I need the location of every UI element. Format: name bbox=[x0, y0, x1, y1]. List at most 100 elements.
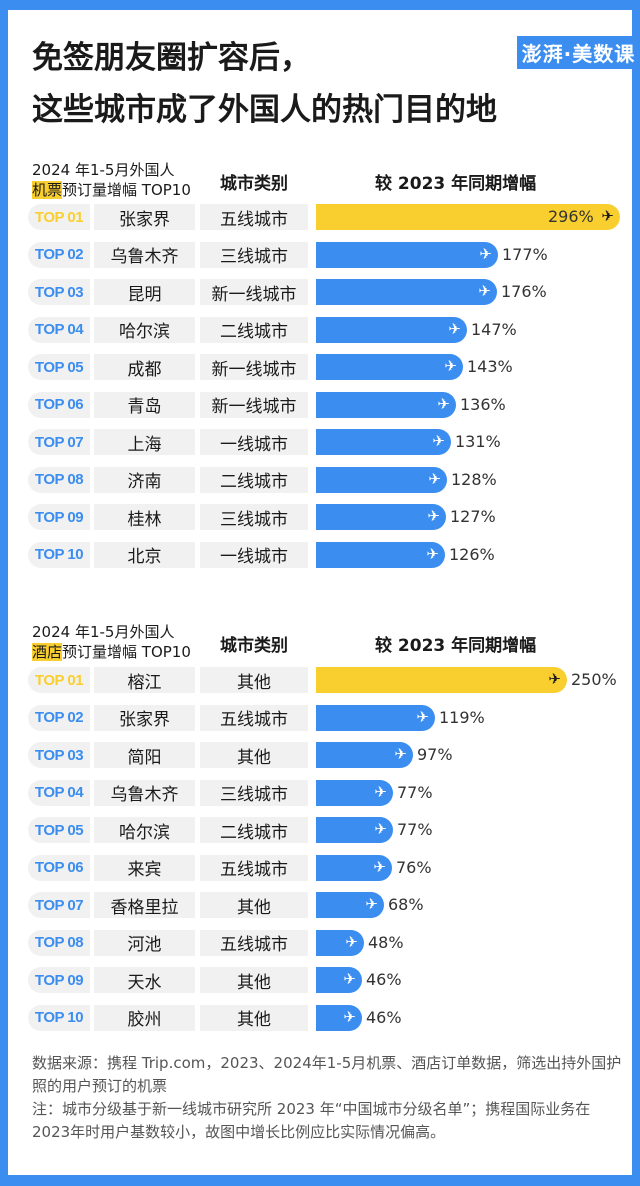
city-tier: 一线城市 bbox=[200, 429, 308, 455]
section-title: 2024 年1-5月外国人 酒店预订量增幅 TOP10 bbox=[32, 622, 191, 662]
airplane-icon: ✈ bbox=[437, 394, 450, 413]
value-label: 46% bbox=[366, 1007, 402, 1027]
city-name: 河池 bbox=[94, 929, 195, 956]
value-label: 48% bbox=[368, 932, 404, 952]
city-name: 成都 bbox=[94, 354, 195, 380]
city-tier: 五线城市 bbox=[200, 704, 308, 731]
city-name: 乌鲁木齐 bbox=[94, 241, 195, 268]
section-title-highlight: 机票 bbox=[32, 181, 63, 199]
value-label: 76% bbox=[396, 857, 432, 877]
city-name: 济南 bbox=[94, 466, 195, 493]
rank-label: TOP 07 bbox=[28, 429, 90, 455]
city-tier: 其他 bbox=[200, 967, 308, 993]
bar: ✈ bbox=[316, 1004, 362, 1031]
value-label: 77% bbox=[397, 820, 433, 839]
rank-label: TOP 01 bbox=[28, 667, 90, 693]
section-title-line1: 2024 年1-5月外国人 bbox=[32, 623, 175, 641]
table-row: TOP 09 天水 其他 ✈ 46% bbox=[28, 967, 628, 993]
airplane-icon: ✈ bbox=[374, 820, 387, 838]
city-name: 北京 bbox=[94, 541, 195, 568]
data-source: 数据来源：携程 Trip.com，2023、2024年1-5月机票、酒店订单数据… bbox=[32, 1054, 622, 1095]
bar: ✈ bbox=[316, 391, 456, 418]
logo: 澎湃·美数课 bbox=[517, 36, 640, 69]
value-label: 77% bbox=[397, 782, 433, 802]
table-row: TOP 03 简阳 其他 ✈ 97% bbox=[28, 742, 628, 768]
airplane-icon: ✈ bbox=[373, 857, 386, 876]
rank-label: TOP 03 bbox=[28, 279, 90, 305]
column-header-growth: 较 2023 年同期增幅 bbox=[375, 174, 537, 194]
table-row: TOP 05 成都 新一线城市 ✈ 143% bbox=[28, 354, 628, 380]
table-row: TOP 02 乌鲁木齐 三线城市 ✈ 177% bbox=[28, 241, 628, 268]
column-header-growth: 较 2023 年同期增幅 bbox=[375, 636, 537, 656]
city-name: 天水 bbox=[94, 967, 195, 993]
city-name: 青岛 bbox=[94, 391, 195, 418]
value-label: 119% bbox=[439, 707, 485, 727]
airplane-icon: ✈ bbox=[416, 707, 429, 726]
rank-label: TOP 04 bbox=[28, 316, 90, 343]
value-label: 177% bbox=[502, 244, 548, 264]
section-title: 2024 年1-5月外国人 机票预订量增幅 TOP10 bbox=[32, 160, 191, 200]
city-tier: 新一线城市 bbox=[200, 391, 308, 418]
table-row: TOP 10 胶州 其他 ✈ 46% bbox=[28, 1004, 628, 1031]
city-name: 乌鲁木齐 bbox=[94, 779, 195, 806]
bar: ✈ bbox=[316, 204, 620, 230]
section-title-highlight: 酒店 bbox=[32, 643, 63, 661]
airplane-icon: ✈ bbox=[548, 670, 561, 688]
city-name: 上海 bbox=[94, 429, 195, 455]
bar: ✈ bbox=[316, 854, 392, 881]
table-row: TOP 02 张家界 五线城市 ✈ 119% bbox=[28, 704, 628, 731]
table-row: TOP 03 昆明 新一线城市 ✈ 176% bbox=[28, 279, 628, 305]
airplane-icon: ✈ bbox=[478, 282, 491, 300]
rank-label: TOP 05 bbox=[28, 817, 90, 843]
city-tier: 其他 bbox=[200, 742, 308, 768]
city-name: 香格里拉 bbox=[94, 892, 195, 918]
section-title-line1: 2024 年1-5月外国人 bbox=[32, 161, 175, 179]
airplane-icon: ✈ bbox=[374, 782, 387, 801]
table-row: TOP 09 桂林 三线城市 ✈ 127% bbox=[28, 504, 628, 530]
rank-label: TOP 08 bbox=[28, 929, 90, 956]
bar: ✈ bbox=[316, 667, 567, 693]
city-tier: 其他 bbox=[200, 892, 308, 918]
airplane-icon: ✈ bbox=[444, 357, 457, 375]
rank-label: TOP 09 bbox=[28, 504, 90, 530]
rank-label: TOP 06 bbox=[28, 391, 90, 418]
city-name: 桂林 bbox=[94, 504, 195, 530]
rank-label: TOP 03 bbox=[28, 742, 90, 768]
value-label: 147% bbox=[471, 319, 517, 339]
page-title: 免签朋友圈扩容后， 这些城市成了外国人的热门目的地 bbox=[32, 32, 497, 136]
bar: ✈ bbox=[316, 279, 497, 305]
section-title-rest: 预订量增幅 TOP10 bbox=[62, 181, 191, 199]
rank-label: TOP 08 bbox=[28, 466, 90, 493]
airplane-icon: ✈ bbox=[426, 544, 439, 563]
table-row: TOP 06 来宾 五线城市 ✈ 76% bbox=[28, 854, 628, 881]
city-name: 胶州 bbox=[94, 1004, 195, 1031]
section-title-rest: 预订量增幅 TOP10 bbox=[62, 643, 191, 661]
bar: ✈ bbox=[316, 817, 393, 843]
city-tier: 其他 bbox=[200, 667, 308, 693]
footnote: 注：城市分级基于新一线城市研究所 2023 年“中国城市分级名单”；携程国际业务… bbox=[32, 1100, 591, 1141]
city-tier: 新一线城市 bbox=[200, 279, 308, 305]
city-name: 昆明 bbox=[94, 279, 195, 305]
rank-label: TOP 07 bbox=[28, 892, 90, 918]
city-tier: 二线城市 bbox=[200, 466, 308, 493]
value-label: 128% bbox=[451, 469, 497, 489]
city-name: 张家界 bbox=[94, 704, 195, 731]
value-label: 296% bbox=[548, 207, 594, 226]
city-tier: 二线城市 bbox=[200, 817, 308, 843]
airplane-icon: ✈ bbox=[394, 745, 407, 763]
airplane-icon: ✈ bbox=[427, 507, 440, 525]
city-tier: 其他 bbox=[200, 1004, 308, 1031]
table-row: TOP 08 河池 五线城市 ✈ 48% bbox=[28, 929, 628, 956]
airplane-icon: ✈ bbox=[343, 1007, 356, 1026]
column-header-category: 城市类别 bbox=[220, 174, 288, 194]
value-label: 127% bbox=[450, 507, 496, 526]
city-name: 哈尔滨 bbox=[94, 316, 195, 343]
city-tier: 五线城市 bbox=[200, 204, 308, 230]
table-row: TOP 07 香格里拉 其他 ✈ 68% bbox=[28, 892, 628, 918]
table-row: TOP 05 哈尔滨 二线城市 ✈ 77% bbox=[28, 817, 628, 843]
city-tier: 五线城市 bbox=[200, 854, 308, 881]
bar: ✈ bbox=[316, 429, 451, 455]
value-label: 176% bbox=[501, 282, 547, 301]
bar: ✈ bbox=[316, 967, 362, 993]
bar: ✈ bbox=[316, 892, 384, 918]
